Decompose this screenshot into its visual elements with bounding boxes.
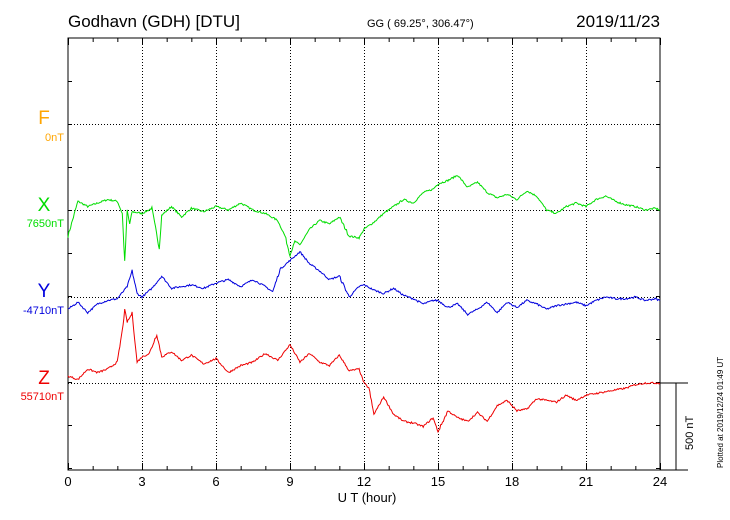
x-tick-label: 24 <box>652 474 668 489</box>
x-tick-label: 0 <box>64 474 72 489</box>
component-letter-y: Y <box>37 281 51 302</box>
x-tick-label: 18 <box>504 474 520 489</box>
component-baseline-x: 7650nT <box>26 218 64 230</box>
series-x-line <box>67 175 660 261</box>
station-coords: GG ( 69.25°, 306.47°) <box>367 18 474 30</box>
x-tick-label: 3 <box>138 474 146 489</box>
component-letter-x: X <box>37 195 51 216</box>
x-tick-label: 21 <box>578 474 594 489</box>
component-baseline-f: 0nT <box>45 132 64 144</box>
series-group <box>67 175 661 434</box>
chart-date: 2019/11/23 <box>576 12 660 31</box>
scale-bar <box>660 382 688 471</box>
grid <box>142 38 587 470</box>
plotted-timestamp: Plotted at 2019/12/24 01:49 UT <box>716 356 725 468</box>
x-tick-label: 15 <box>430 474 446 489</box>
x-ticks <box>68 38 661 470</box>
scale-bar-label: 500 nT <box>684 415 696 450</box>
series-y-line <box>67 250 661 316</box>
component-baseline-z: 55710nT <box>20 391 64 403</box>
x-tick-label: 12 <box>356 474 372 489</box>
series-z-line <box>67 308 661 434</box>
station-title: Godhavn (GDH) [DTU] <box>68 12 240 31</box>
component-baseline-y: -4710nT <box>23 305 64 317</box>
x-axis-label: U T (hour) <box>337 490 397 505</box>
x-tick-label: 6 <box>212 474 220 489</box>
component-letter-f: F <box>38 108 50 129</box>
x-tick-label: 9 <box>286 474 294 489</box>
component-letter-z: Z <box>38 368 50 389</box>
